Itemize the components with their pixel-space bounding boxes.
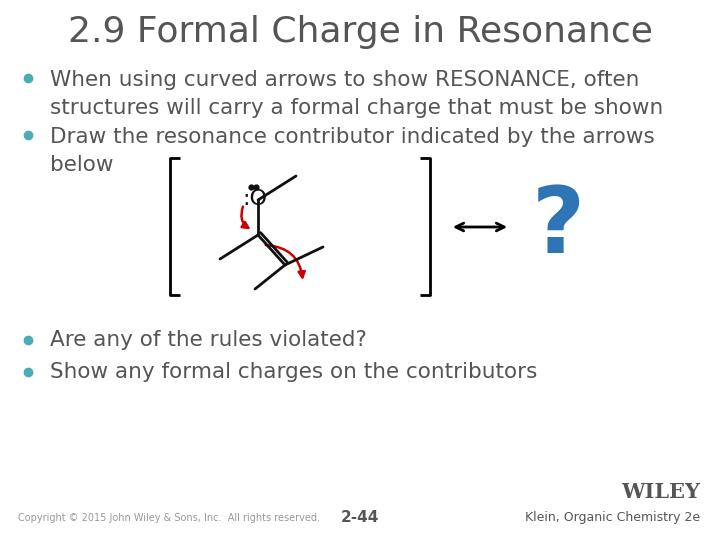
Text: When using curved arrows to show RESONANCE, often
structures will carry a formal: When using curved arrows to show RESONAN… <box>50 70 663 118</box>
Text: WILEY: WILEY <box>621 482 700 502</box>
Text: :O: :O <box>242 189 267 209</box>
Text: Show any formal charges on the contributors: Show any formal charges on the contribut… <box>50 362 537 382</box>
FancyArrowPatch shape <box>266 245 305 278</box>
Text: 2-44: 2-44 <box>341 510 379 525</box>
Text: Copyright © 2015 John Wiley & Sons, Inc.  All rights reserved.: Copyright © 2015 John Wiley & Sons, Inc.… <box>18 513 320 523</box>
Text: ?: ? <box>531 182 585 272</box>
Text: Draw the resonance contributor indicated by the arrows
below: Draw the resonance contributor indicated… <box>50 127 654 175</box>
FancyArrowPatch shape <box>241 207 248 228</box>
Text: 2.9 Formal Charge in Resonance: 2.9 Formal Charge in Resonance <box>68 15 652 49</box>
Text: Are any of the rules violated?: Are any of the rules violated? <box>50 330 367 350</box>
Text: Klein, Organic Chemistry 2e: Klein, Organic Chemistry 2e <box>525 511 700 524</box>
